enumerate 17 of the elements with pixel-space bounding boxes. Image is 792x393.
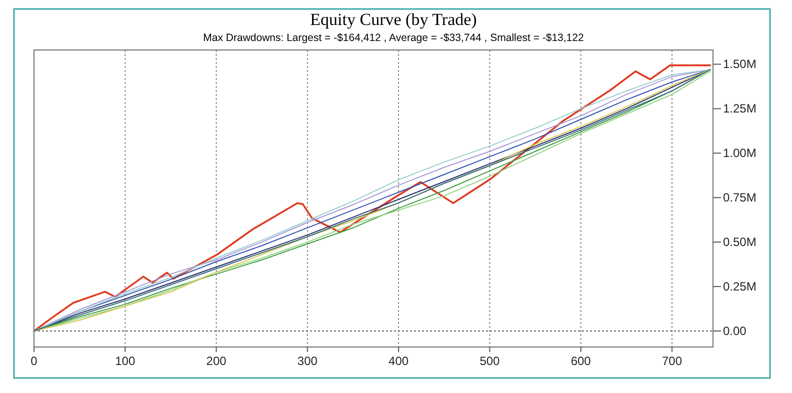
x-tick-label: 100 — [115, 354, 136, 368]
x-tick-label: 700 — [662, 354, 682, 368]
y-tick-label: 0.75M — [723, 190, 756, 205]
chart-title: Equity Curve (by Trade) — [310, 10, 477, 29]
x-tick-label: 600 — [570, 354, 592, 368]
x-tick-label: 200 — [206, 354, 227, 368]
x-tick-label: 500 — [480, 354, 500, 368]
y-tick-label: 1.00M — [723, 146, 756, 160]
x-tick-label: 300 — [297, 354, 318, 368]
x-tick-label: 0 — [30, 354, 38, 368]
x-tick-label: 400 — [388, 354, 409, 368]
y-tick-label: 0.00 — [723, 324, 747, 338]
y-tick-label: 1.50M — [723, 57, 756, 72]
y-tick-label: 0.50M — [723, 235, 756, 250]
chart-subtitle: Max Drawdowns: Largest = -$164,412 , Average = -$33,744 , Smallest = -$13,122 — [203, 32, 584, 44]
y-tick-label: 0.25M — [723, 280, 756, 294]
y-tick-label: 1.25M — [723, 102, 756, 116]
